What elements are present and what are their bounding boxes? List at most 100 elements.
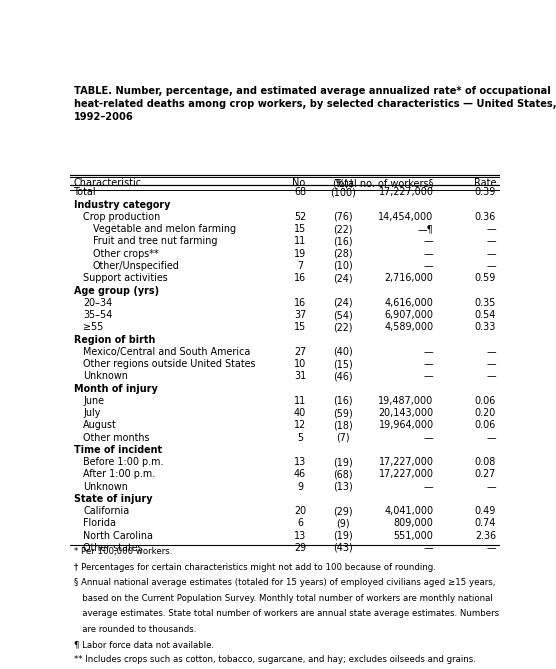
Text: Other/Unspecified: Other/Unspecified — [93, 261, 180, 271]
Text: 17,227,000: 17,227,000 — [379, 187, 434, 197]
Text: North Carolina: North Carolina — [83, 531, 153, 541]
Text: After 1:00 p.m.: After 1:00 p.m. — [83, 470, 156, 480]
Text: 11: 11 — [294, 396, 306, 406]
Text: (29): (29) — [333, 506, 353, 516]
Text: —: — — [486, 433, 496, 443]
Text: (9): (9) — [336, 518, 350, 529]
Text: —: — — [424, 236, 434, 246]
Text: (24): (24) — [333, 298, 353, 308]
Text: (59): (59) — [333, 408, 353, 418]
Text: (40): (40) — [333, 347, 353, 357]
Text: 2,716,000: 2,716,000 — [385, 273, 434, 283]
Text: Before 1:00 p.m.: Before 1:00 p.m. — [83, 457, 164, 467]
Text: 11: 11 — [294, 236, 306, 246]
Text: (19): (19) — [333, 531, 353, 541]
Text: 20–34: 20–34 — [83, 298, 112, 308]
Text: —: — — [486, 224, 496, 234]
Text: (100): (100) — [330, 187, 356, 197]
Text: 19: 19 — [294, 249, 306, 259]
Text: (43): (43) — [333, 543, 353, 553]
Text: June: June — [83, 396, 105, 406]
Text: 10: 10 — [294, 359, 306, 369]
Text: (22): (22) — [334, 224, 353, 234]
Text: 20: 20 — [294, 506, 306, 516]
Text: (16): (16) — [333, 396, 353, 406]
Text: —: — — [486, 482, 496, 492]
Text: based on the Current Population Survey. Monthly total number of workers are mont: based on the Current Population Survey. … — [74, 593, 493, 603]
Text: 35–54: 35–54 — [83, 310, 113, 320]
Text: 4,589,000: 4,589,000 — [385, 322, 434, 332]
Text: 9: 9 — [297, 482, 303, 492]
Text: 4,616,000: 4,616,000 — [385, 298, 434, 308]
Text: † Percentages for certain characteristics might not add to 100 because of roundi: † Percentages for certain characteristic… — [74, 563, 436, 572]
Text: (68): (68) — [333, 470, 353, 480]
Text: —: — — [424, 482, 434, 492]
Text: ** Includes crops such as cotton, tobacco, sugarcane, and hay; excludes oilseeds: ** Includes crops such as cotton, tobacc… — [74, 656, 476, 664]
Text: are rounded to thousands.: are rounded to thousands. — [74, 625, 196, 634]
Text: (18): (18) — [333, 420, 353, 430]
Text: Other states: Other states — [83, 543, 143, 553]
Text: 16: 16 — [294, 298, 306, 308]
Text: 13: 13 — [294, 531, 306, 541]
Text: 15: 15 — [294, 322, 306, 332]
Text: 16: 16 — [294, 273, 306, 283]
Text: (15): (15) — [333, 359, 353, 369]
Text: 29: 29 — [294, 543, 306, 553]
Text: 17,227,000: 17,227,000 — [379, 457, 434, 467]
Text: 46: 46 — [294, 470, 306, 480]
Text: Mexico/Central and South America: Mexico/Central and South America — [83, 347, 251, 357]
Text: Total: Total — [74, 187, 96, 197]
Text: 5: 5 — [297, 433, 303, 443]
Text: 52: 52 — [294, 212, 306, 222]
Text: —: — — [486, 371, 496, 381]
Text: (46): (46) — [333, 371, 353, 381]
Text: Rate: Rate — [474, 178, 496, 188]
Text: Time of incident: Time of incident — [74, 445, 162, 455]
Text: Unknown: Unknown — [83, 371, 128, 381]
Text: 13: 13 — [294, 457, 306, 467]
Text: August: August — [83, 420, 117, 430]
Text: Other crops**: Other crops** — [93, 249, 158, 259]
Text: 0.39: 0.39 — [475, 187, 496, 197]
Text: —: — — [486, 543, 496, 553]
Text: 19,487,000: 19,487,000 — [379, 396, 434, 406]
Text: * Per 100,000 workers.: * Per 100,000 workers. — [74, 547, 172, 556]
Text: Other regions outside United States: Other regions outside United States — [83, 359, 256, 369]
Text: Florida: Florida — [83, 518, 116, 529]
Text: State of injury: State of injury — [74, 494, 152, 504]
Text: 4,041,000: 4,041,000 — [385, 506, 434, 516]
Text: —: — — [424, 261, 434, 271]
Text: average estimates. State total number of workers are annual state average estima: average estimates. State total number of… — [74, 609, 499, 618]
Text: Industry category: Industry category — [74, 199, 170, 209]
Text: 0.33: 0.33 — [475, 322, 496, 332]
Text: 0.59: 0.59 — [475, 273, 496, 283]
Text: Fruit and tree nut farming: Fruit and tree nut farming — [93, 236, 217, 246]
Text: Region of birth: Region of birth — [74, 334, 155, 345]
Text: 17,227,000: 17,227,000 — [379, 470, 434, 480]
Text: No.: No. — [292, 178, 308, 188]
Text: (10): (10) — [333, 261, 353, 271]
Text: (28): (28) — [333, 249, 353, 259]
Text: (24): (24) — [333, 273, 353, 283]
Text: (19): (19) — [333, 457, 353, 467]
Text: 40: 40 — [294, 408, 306, 418]
Text: 7: 7 — [297, 261, 303, 271]
Text: Unknown: Unknown — [83, 482, 128, 492]
Text: 14,454,000: 14,454,000 — [379, 212, 434, 222]
Text: 2.36: 2.36 — [475, 531, 496, 541]
Text: Characteristic: Characteristic — [74, 178, 142, 188]
Text: 68: 68 — [294, 187, 306, 197]
Text: 0.06: 0.06 — [475, 420, 496, 430]
Text: 0.27: 0.27 — [475, 470, 496, 480]
Text: 12: 12 — [294, 420, 306, 430]
Text: 0.49: 0.49 — [475, 506, 496, 516]
Text: Total no. of workers§: Total no. of workers§ — [334, 178, 434, 188]
Text: —: — — [486, 261, 496, 271]
Text: (54): (54) — [333, 310, 353, 320]
Text: (16): (16) — [333, 236, 353, 246]
Text: 0.74: 0.74 — [475, 518, 496, 529]
Text: —: — — [424, 433, 434, 443]
Text: Month of injury: Month of injury — [74, 383, 157, 393]
Text: Age group (yrs): Age group (yrs) — [74, 286, 159, 296]
Text: —: — — [486, 249, 496, 259]
